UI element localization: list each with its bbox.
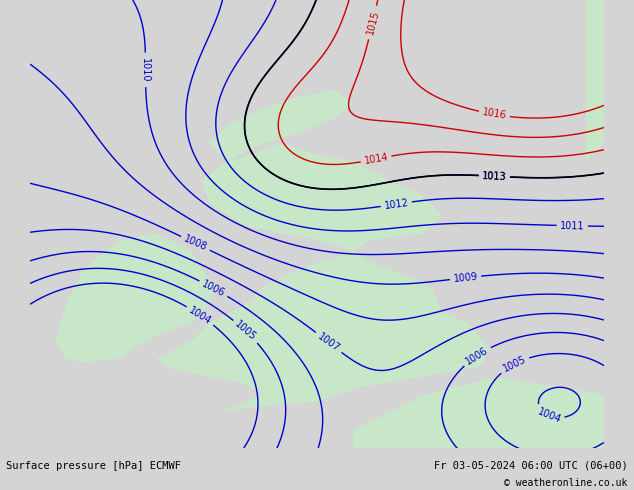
Text: 1012: 1012 <box>384 197 409 211</box>
Text: 1016: 1016 <box>481 107 507 121</box>
Text: 1006: 1006 <box>200 278 227 298</box>
Polygon shape <box>55 233 213 362</box>
Polygon shape <box>353 377 604 448</box>
Text: 1013: 1013 <box>482 171 507 182</box>
Text: 1015: 1015 <box>365 9 380 36</box>
Text: © weatheronline.co.uk: © weatheronline.co.uk <box>504 478 628 488</box>
Text: 1005: 1005 <box>501 354 527 374</box>
Text: Surface pressure [hPa] ECMWF: Surface pressure [hPa] ECMWF <box>6 461 181 471</box>
Text: 1008: 1008 <box>182 234 209 253</box>
Text: 1011: 1011 <box>560 220 585 231</box>
Text: 1005: 1005 <box>233 319 258 343</box>
Text: 1014: 1014 <box>363 152 389 166</box>
Text: 1004: 1004 <box>536 407 562 425</box>
Text: 1009: 1009 <box>453 271 478 284</box>
Polygon shape <box>155 90 489 413</box>
Text: 1006: 1006 <box>464 345 490 367</box>
Text: 1004: 1004 <box>187 305 214 326</box>
Text: 1010: 1010 <box>140 57 151 82</box>
Text: 1013: 1013 <box>482 171 507 182</box>
Text: Fr 03-05-2024 06:00 UTC (06+00): Fr 03-05-2024 06:00 UTC (06+00) <box>434 461 628 471</box>
Polygon shape <box>586 0 604 161</box>
Text: 1007: 1007 <box>316 331 342 354</box>
